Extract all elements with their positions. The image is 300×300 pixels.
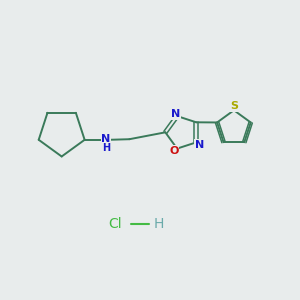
Text: Cl: Cl: [108, 217, 122, 231]
Text: O: O: [169, 146, 179, 156]
Text: N: N: [171, 109, 180, 119]
Text: N: N: [194, 140, 204, 150]
Text: H: H: [102, 143, 110, 153]
Text: H: H: [154, 217, 164, 231]
Text: S: S: [230, 101, 238, 111]
Text: N: N: [101, 134, 110, 144]
